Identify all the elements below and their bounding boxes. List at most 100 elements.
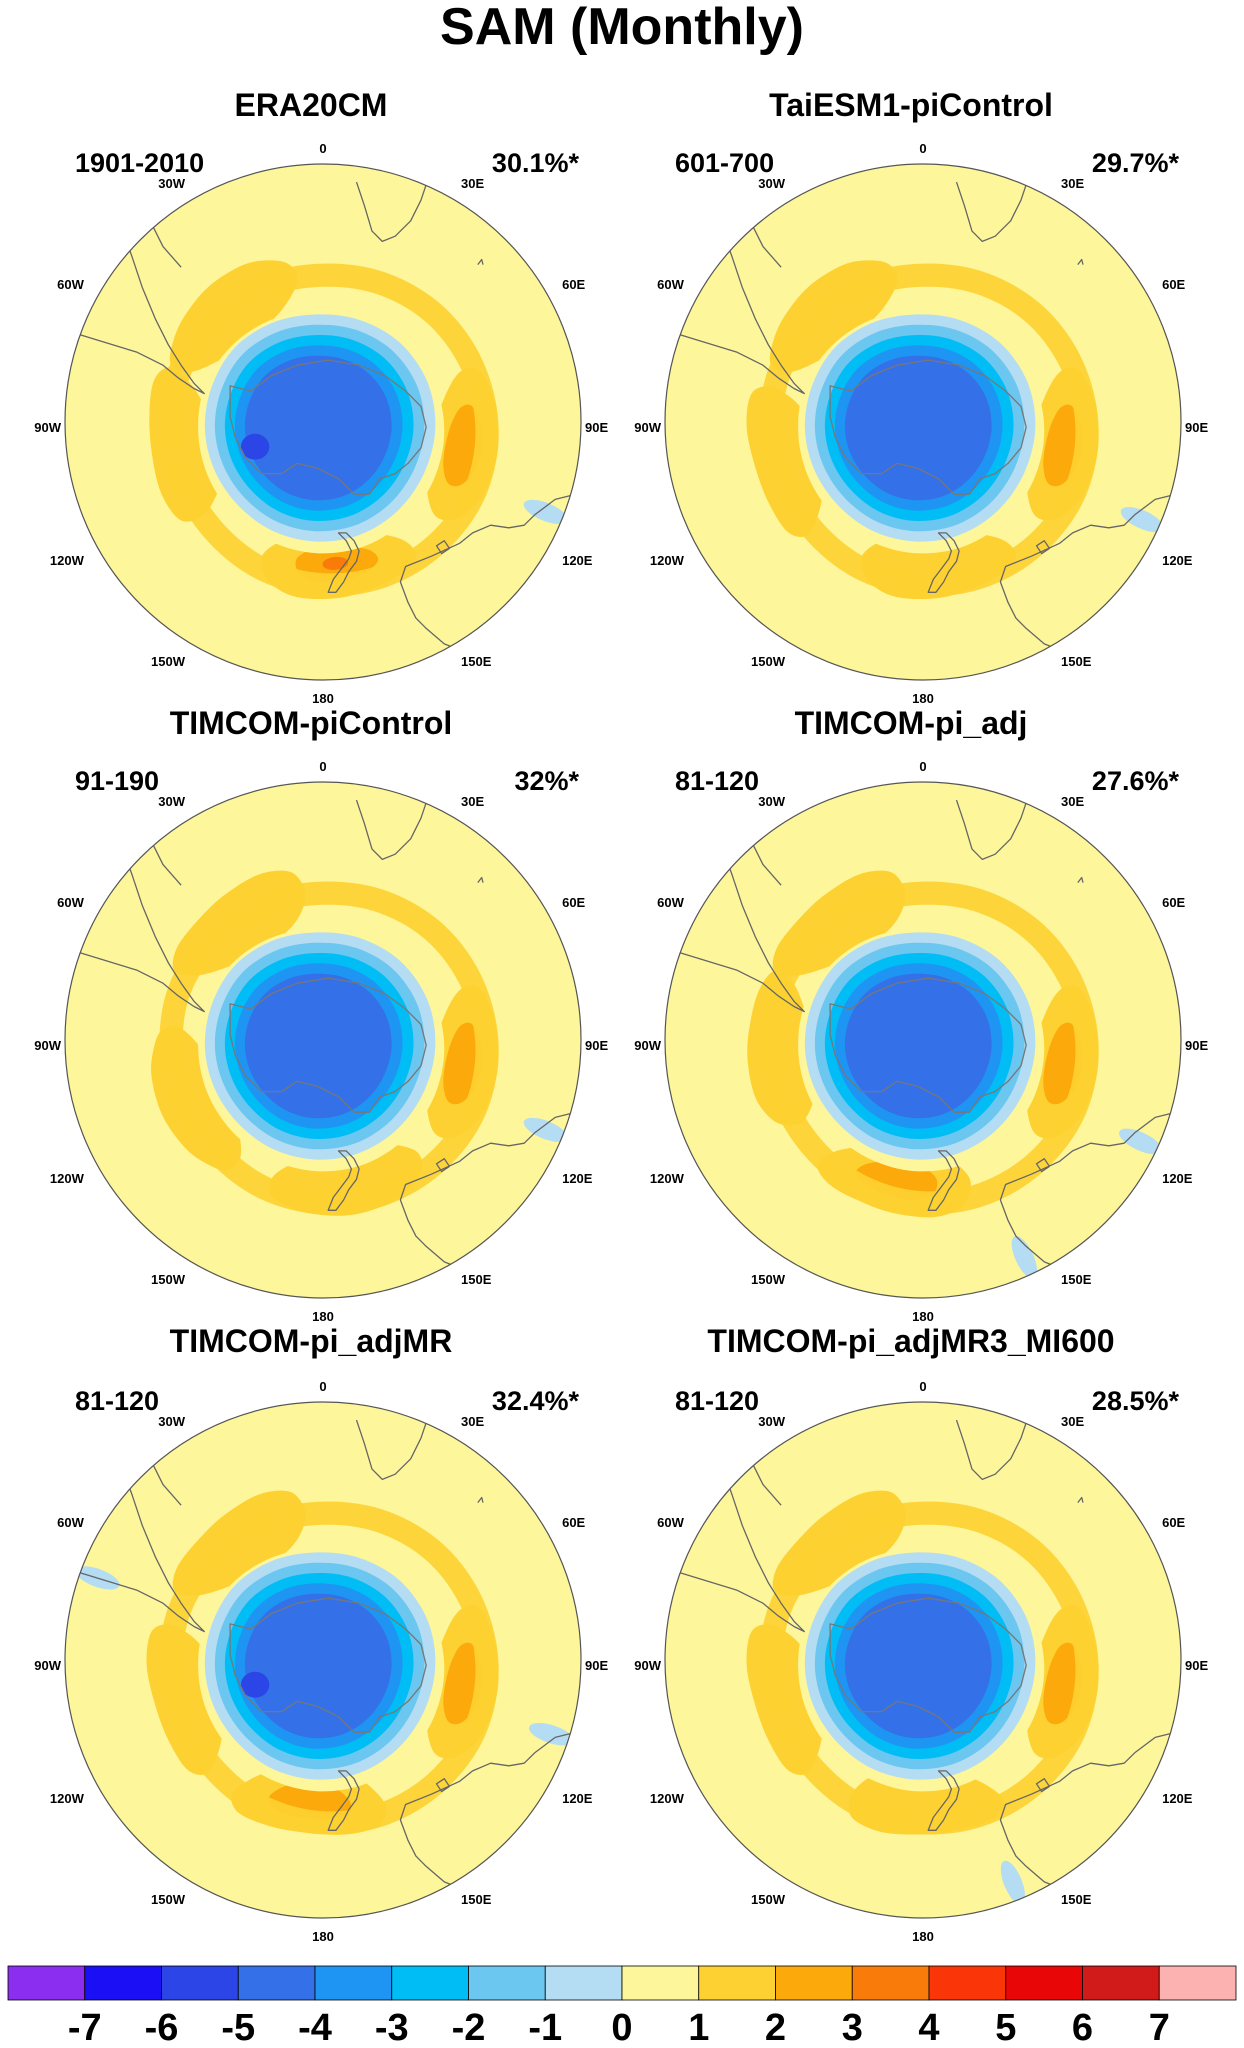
map-boundary [64, 1401, 582, 1919]
negative-contour-band [244, 1593, 392, 1739]
lon-label: 0 [319, 1379, 326, 1394]
lon-label: 150W [751, 654, 786, 669]
coastline-samerica [70, 1466, 205, 1633]
map-boundary [64, 163, 582, 681]
colorbar-bin [928, 1965, 1007, 2001]
negative-patch [1011, 1236, 1038, 1279]
negative-contour-band [244, 355, 392, 501]
colorbar-bin [621, 1965, 700, 2001]
lon-label: 60W [657, 895, 684, 910]
lon-label: 90E [1185, 1658, 1208, 1673]
lon-label: 150W [751, 1272, 786, 1287]
lon-label: 120E [1162, 1791, 1193, 1806]
colorbar-tick-label: 5 [995, 2007, 1016, 2048]
panel-period: 81-120 [675, 766, 759, 796]
lon-label: 60W [657, 277, 684, 292]
coastline-australia [999, 1731, 1176, 1888]
coastline-australia [399, 493, 576, 650]
panels-grid: ERA20CM 1901-2010 30.1%* 0 30E 60E 90E 120E 150E… [34, 87, 1208, 1944]
lon-label: 60E [1162, 895, 1185, 910]
panel-variance: 30.1%* [492, 148, 580, 178]
panel-variance: 32%* [514, 766, 579, 796]
coastline-madagascar [477, 876, 484, 883]
coastline-tasmania [435, 1158, 451, 1173]
panel-title: TIMCOM-pi_adjMR [170, 1323, 453, 1359]
figure-title: SAM (Monthly) [440, 0, 804, 56]
lon-label: 120E [562, 553, 593, 568]
positive-belt [759, 1501, 1099, 1835]
colorbar-tick-label: 7 [1149, 2007, 1170, 2048]
coastline-nz [327, 1150, 360, 1211]
coastline-antarctic [829, 977, 1027, 1113]
coastline-australia [399, 1111, 576, 1268]
coastline-madagascar [477, 258, 484, 265]
map-field [665, 164, 1181, 680]
map-field [665, 1402, 1181, 1918]
lon-label: 30E [1061, 794, 1084, 809]
lon-label: 180 [312, 1929, 334, 1944]
colorbar-bin [1158, 1965, 1237, 2001]
negative-patch [523, 499, 568, 524]
colorbar-bin [84, 1965, 162, 2001]
panel-title: TIMCOM-pi_adj [795, 705, 1028, 741]
lon-label: 30W [158, 1414, 185, 1429]
negative-patch [528, 1722, 574, 1746]
map-field [65, 1402, 581, 1918]
lon-label: 0 [319, 141, 326, 156]
map-field [65, 164, 581, 680]
lon-label: 90W [34, 1038, 61, 1053]
colorbar-bin [544, 1965, 623, 2001]
lon-label: 90W [34, 420, 61, 435]
lon-label: 120E [1162, 1171, 1193, 1186]
lon-label: 90W [634, 1658, 661, 1673]
lon-label: 0 [319, 759, 326, 774]
colorbar-tick-label: 6 [1072, 2007, 1093, 2048]
coastline-tasmania [1035, 1158, 1051, 1173]
coastline-antarctic [829, 1597, 1027, 1733]
colorbar-bin [237, 1965, 316, 2001]
lon-label: 30E [461, 1414, 484, 1429]
coastline-antarctic [229, 359, 427, 495]
colorbar-bin [775, 1965, 853, 2001]
map-panel-3: TIMCOM-piControl 91-190 32%* 0 30E 60E 90E 120E… [34, 705, 608, 1324]
coastline-madagascar [1077, 258, 1084, 265]
negative-core [240, 1671, 270, 1698]
map-panel-4: TIMCOM-pi_adj 81-120 27.6%* 0 30E 60E 90E 120E 1… [634, 705, 1208, 1324]
coastline-africa [955, 1419, 1027, 1481]
colorbar-tick-label: 0 [611, 2007, 632, 2048]
negative-patch [1000, 1860, 1025, 1905]
coastline-madagascar [477, 1496, 484, 1503]
lon-label: 150W [751, 1892, 786, 1907]
lon-label: 120W [650, 1171, 685, 1186]
lon-label: 90W [634, 420, 661, 435]
lon-label: 150W [151, 654, 186, 669]
lon-label: 30W [158, 176, 185, 191]
colorbar-tick-label: -7 [68, 2007, 102, 2048]
panel-variance: 32.4%* [492, 1386, 580, 1416]
colorbar-bin [161, 1965, 239, 2001]
lon-label: 60E [1162, 277, 1185, 292]
lon-label: 150E [1061, 1272, 1092, 1287]
panel-period: 81-120 [675, 1386, 759, 1416]
positive-belt [759, 263, 1099, 597]
lon-label: 150E [1061, 1892, 1092, 1907]
colorbar-tick-label: -6 [145, 2007, 179, 2048]
positive-belt [159, 881, 499, 1215]
coastline-australia [999, 493, 1176, 650]
colorbar-bin [1005, 1965, 1083, 2001]
coastline-australia [999, 1111, 1176, 1268]
lon-label: 30E [1061, 176, 1084, 191]
lon-label: 90E [585, 420, 608, 435]
lon-label: 120E [1162, 553, 1193, 568]
coastline-samerica [670, 228, 805, 395]
lon-label: 180 [312, 1309, 334, 1324]
lon-label: 30W [158, 794, 185, 809]
coastline-africa [955, 799, 1027, 861]
positive-belt [159, 1501, 499, 1835]
panel-title: TIMCOM-piControl [170, 705, 453, 741]
lon-label: 30E [1061, 1414, 1084, 1429]
negative-patch [1120, 507, 1164, 533]
panel-variance: 29.7%* [1092, 148, 1180, 178]
coastline-australia [399, 1731, 576, 1888]
